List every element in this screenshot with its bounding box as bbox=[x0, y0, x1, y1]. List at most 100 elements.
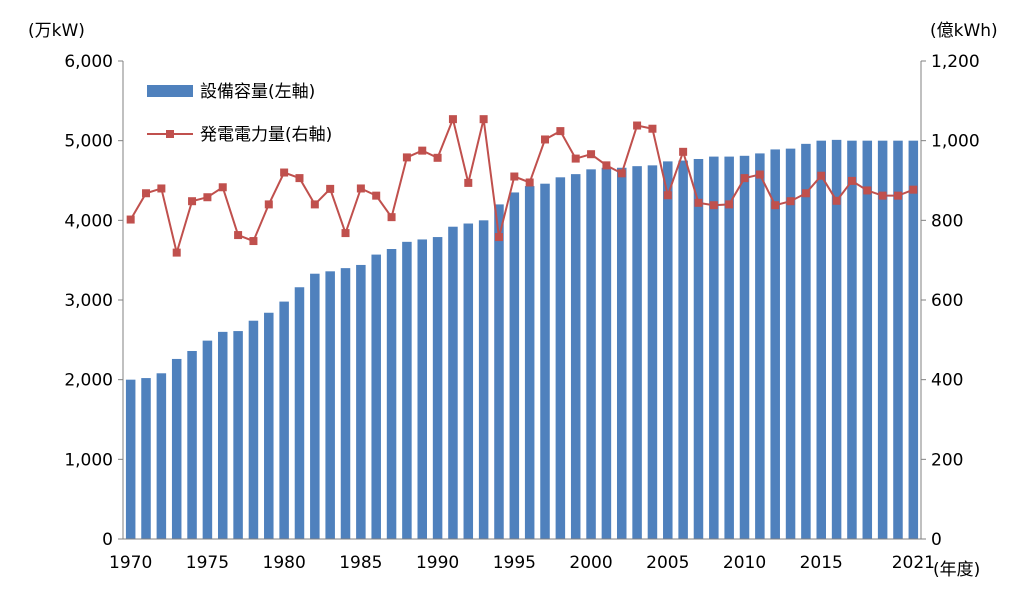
capacity-bar bbox=[248, 320, 259, 539]
x-tick-label: 1985 bbox=[339, 553, 382, 573]
capacity-bar bbox=[233, 331, 243, 539]
right-tick-label: 1,000 bbox=[931, 132, 980, 152]
legend-label-generation: 発電電力量(右軸) bbox=[200, 125, 332, 145]
capacity-bar bbox=[755, 153, 765, 539]
generation-point bbox=[264, 200, 273, 209]
capacity-bar bbox=[156, 373, 167, 539]
generation-point bbox=[740, 174, 749, 183]
generation-point bbox=[755, 170, 764, 179]
x-tick-label: 1970 bbox=[109, 553, 152, 573]
generation-point bbox=[249, 237, 258, 246]
capacity-bar bbox=[125, 379, 136, 539]
x-tick-label: 2010 bbox=[723, 553, 766, 573]
generation-point bbox=[341, 229, 350, 238]
x-axis-unit-label: (年度) bbox=[933, 560, 980, 580]
capacity-bar bbox=[816, 140, 826, 540]
left-tick-label: 0 bbox=[102, 530, 113, 550]
capacity-bar bbox=[847, 140, 857, 540]
right-tick-label: 600 bbox=[931, 291, 963, 311]
generation-point bbox=[448, 115, 457, 124]
generation-point bbox=[157, 184, 166, 193]
generation-point bbox=[203, 193, 212, 202]
generation-point bbox=[326, 184, 335, 193]
capacity-bar bbox=[386, 249, 397, 539]
generation-point bbox=[356, 184, 365, 193]
capacity-bar bbox=[770, 149, 780, 539]
left-tick-label: 5,000 bbox=[64, 132, 113, 152]
generation-point bbox=[817, 171, 826, 180]
capacity-bar bbox=[478, 220, 489, 539]
generation-line-path bbox=[129, 115, 914, 257]
capacity-bar bbox=[908, 140, 919, 540]
right-tick-label: 0 bbox=[931, 530, 942, 550]
generation-point bbox=[679, 147, 688, 156]
capacity-bar bbox=[540, 183, 550, 539]
generation-point bbox=[387, 213, 396, 222]
right-tick-label: 400 bbox=[931, 371, 963, 391]
generation-point bbox=[878, 191, 887, 200]
generation-point bbox=[893, 191, 902, 200]
right-tick-label: 800 bbox=[931, 211, 963, 231]
capacity-bar bbox=[632, 166, 642, 539]
capacity-bar bbox=[616, 167, 627, 539]
legend-marker-generation bbox=[166, 130, 174, 138]
capacity-bar bbox=[264, 312, 274, 539]
capacity-bar bbox=[586, 169, 596, 539]
generation-point bbox=[633, 121, 642, 130]
capacity-bar bbox=[494, 204, 504, 539]
generation-point bbox=[847, 176, 856, 185]
capacity-bar bbox=[294, 287, 305, 539]
capacity-bar bbox=[310, 273, 320, 539]
capacity-bar bbox=[709, 156, 719, 539]
generation-point bbox=[418, 146, 427, 155]
capacity-bar bbox=[509, 192, 520, 539]
capacity-bar bbox=[601, 167, 612, 539]
generation-point bbox=[771, 201, 780, 210]
generation-point bbox=[126, 215, 135, 224]
generation-point bbox=[510, 172, 519, 181]
left-axis-unit: (万kW) bbox=[28, 21, 85, 41]
generation-point bbox=[694, 198, 703, 207]
generation-point bbox=[556, 127, 565, 136]
generation-point bbox=[372, 191, 381, 200]
capacity-bar bbox=[678, 160, 688, 539]
capacity-bar bbox=[785, 148, 796, 539]
capacity-bar bbox=[187, 350, 197, 539]
right-axis-unit-label: (億kWh) bbox=[930, 21, 998, 41]
generation-point bbox=[541, 135, 550, 144]
left-axis-ticks: 0 1,000 2,000 3,000 4,000 5,000 6,000 bbox=[64, 52, 123, 550]
generation-point bbox=[218, 183, 227, 192]
right-axis-unit: (億kWh) bbox=[930, 21, 998, 41]
legend: 設備容量(左軸) 発電電力量(右軸) bbox=[147, 82, 332, 145]
capacity-bar bbox=[432, 237, 443, 539]
generation-point bbox=[494, 233, 503, 242]
generation-point bbox=[402, 153, 411, 162]
generation-point bbox=[172, 248, 181, 257]
capacity-bar bbox=[831, 139, 842, 539]
capacity-bar bbox=[663, 161, 673, 539]
capacity-bar bbox=[402, 241, 412, 539]
x-tick-label: 1980 bbox=[263, 553, 306, 573]
left-tick-label: 2,000 bbox=[64, 371, 113, 391]
x-axis-ticks: 1970 1975 1980 1985 1990 1995 2000 2005 2010 2015… bbox=[109, 553, 935, 573]
capacity-bar bbox=[448, 226, 458, 539]
generation-point bbox=[310, 200, 319, 209]
generation-point bbox=[617, 169, 626, 178]
capacity-bar bbox=[417, 239, 427, 539]
capacity-bars bbox=[125, 139, 919, 540]
generation-point bbox=[464, 178, 473, 187]
x-tick-label: 1995 bbox=[493, 553, 536, 573]
x-tick-label: 2015 bbox=[800, 553, 843, 573]
legend-swatch-capacity bbox=[147, 85, 193, 97]
capacity-bar bbox=[693, 158, 704, 540]
capacity-bar bbox=[356, 264, 366, 539]
generation-point bbox=[709, 201, 718, 210]
capacity-bar bbox=[325, 271, 335, 539]
generation-point bbox=[832, 196, 841, 205]
generation-point bbox=[909, 185, 918, 194]
generation-line bbox=[126, 115, 918, 257]
generation-point bbox=[280, 168, 289, 177]
capacity-bar bbox=[371, 254, 381, 539]
generation-point bbox=[571, 154, 580, 163]
